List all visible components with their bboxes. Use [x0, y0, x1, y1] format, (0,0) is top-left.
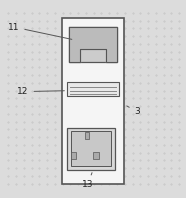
Bar	[67, 82, 119, 96]
Bar	[62, 18, 124, 184]
Bar	[85, 132, 89, 139]
Bar	[69, 27, 117, 62]
Text: 3: 3	[127, 106, 140, 116]
Bar	[71, 152, 76, 159]
Bar	[71, 131, 111, 166]
Bar	[67, 128, 115, 170]
Text: 12: 12	[17, 87, 64, 96]
Polygon shape	[69, 27, 117, 62]
Text: 11: 11	[8, 23, 72, 39]
Bar	[93, 152, 99, 159]
Text: 13: 13	[82, 173, 93, 189]
